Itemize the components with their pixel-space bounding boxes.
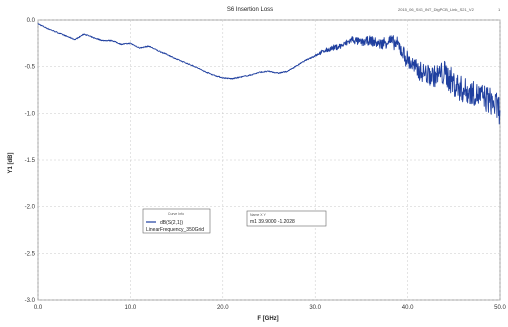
chart-title: S6 Insertion Loss <box>227 7 273 13</box>
y-tick-label: -2.5 <box>25 251 36 257</box>
legend-box <box>142 208 211 234</box>
y-axis-title: Y1 [dB] <box>8 152 14 173</box>
y-tick-label: -1.5 <box>25 158 36 164</box>
y-tick-labels: 0.0 -0.5 -1.0 -1.5 -2.0 -2.5 -3.0 <box>25 18 36 304</box>
x-tick-label: 0.0 <box>34 305 43 311</box>
marker-values: m1 39.9000 -1.2028 <box>250 219 295 225</box>
corner-label: 2015_06_SIG_INT_DigPCB_Link_S21_V2 <box>398 7 475 12</box>
y-tick-label: -1.0 <box>25 111 36 117</box>
legend-sub: LinearFrequency_350Grid <box>146 227 204 233</box>
corner-mark: 1 <box>498 7 501 12</box>
marker-box <box>246 210 327 227</box>
marker-table[interactable]: Name X Y m1 39.9000 -1.2028 <box>246 210 327 227</box>
legend[interactable]: Curve Info dB(S(2,1)) LinearFrequency_35… <box>142 208 211 234</box>
y-tick-label: -0.5 <box>25 65 36 71</box>
x-tick-label: 10.0 <box>125 305 137 311</box>
y-tick-label: -3.0 <box>25 298 36 304</box>
x-axis-title: F [GHz] <box>257 316 278 322</box>
series-group <box>37 23 501 125</box>
legend-header: Curve Info <box>168 212 184 216</box>
x-tick-label: 30.0 <box>309 305 321 311</box>
x-tick-labels: 0.0 10.0 20.0 30.0 40.0 50.0 <box>34 305 507 311</box>
x-tick-label: 40.0 <box>402 305 414 311</box>
x-tick-label: 20.0 <box>217 305 229 311</box>
y-tick-label: 0.0 <box>27 18 36 24</box>
series-line <box>37 23 501 125</box>
x-tick-label: 50.0 <box>494 305 506 311</box>
y-tick-label: -2.0 <box>25 205 36 211</box>
marker-header: Name X Y <box>250 213 267 217</box>
legend-entry: dB(S(2,1)) <box>160 220 183 226</box>
